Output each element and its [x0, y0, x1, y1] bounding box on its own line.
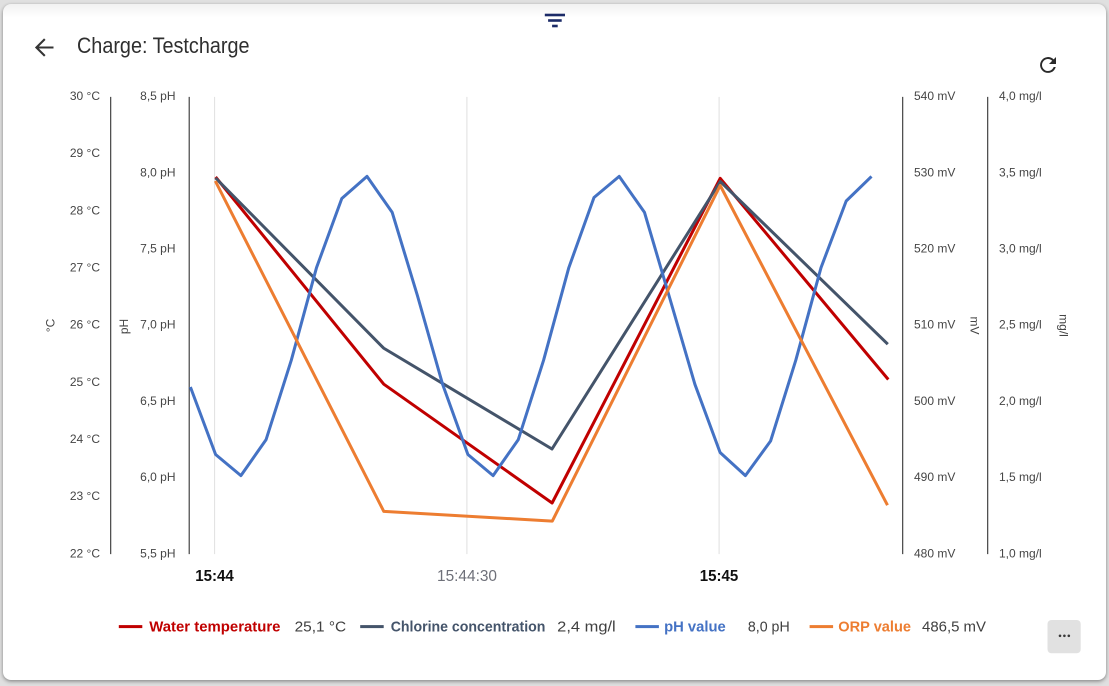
svg-text:8,5 pH: 8,5 pH — [140, 89, 175, 103]
svg-text:1,0 mg/l: 1,0 mg/l — [999, 546, 1042, 560]
svg-text:6,0 pH: 6,0 pH — [140, 470, 175, 484]
svg-text:2,0 mg/l: 2,0 mg/l — [999, 394, 1042, 408]
svg-text:mg/l: mg/l — [1057, 314, 1071, 337]
svg-text:Charge: Testcharge: Charge: Testcharge — [77, 33, 250, 58]
svg-text:1,5 mg/l: 1,5 mg/l — [999, 470, 1042, 484]
svg-text:490 mV: 490 mV — [914, 470, 955, 484]
svg-text:ORP value: ORP value — [838, 619, 911, 636]
svg-text:3,0 mg/l: 3,0 mg/l — [999, 242, 1042, 256]
svg-text:30 °C: 30 °C — [70, 89, 100, 103]
svg-text:540 mV: 540 mV — [914, 89, 955, 103]
svg-text:15:45: 15:45 — [700, 568, 739, 585]
svg-text:15:44:30: 15:44:30 — [437, 568, 497, 585]
svg-text:8,0 pH: 8,0 pH — [140, 165, 175, 179]
svg-text:2,4 mg/l: 2,4 mg/l — [557, 619, 616, 636]
svg-text:5,5 pH: 5,5 pH — [140, 546, 175, 560]
svg-text:6,5 pH: 6,5 pH — [140, 394, 175, 408]
svg-text:26 °C: 26 °C — [70, 318, 100, 332]
svg-text:7,5 pH: 7,5 pH — [140, 242, 175, 256]
svg-text:15:44: 15:44 — [195, 568, 234, 585]
svg-text:23 °C: 23 °C — [70, 489, 100, 503]
svg-text:pH: pH — [117, 319, 131, 334]
svg-text:Water temperature: Water temperature — [149, 619, 280, 636]
svg-text:8,0 pH: 8,0 pH — [748, 619, 790, 636]
svg-text:22 °C: 22 °C — [70, 546, 100, 560]
svg-text:°C: °C — [44, 318, 58, 332]
svg-text:500 mV: 500 mV — [914, 394, 955, 408]
svg-text:530 mV: 530 mV — [914, 165, 955, 179]
svg-text:486,5 mV: 486,5 mV — [922, 619, 986, 636]
svg-text:28 °C: 28 °C — [70, 203, 100, 217]
svg-text:2,5 mg/l: 2,5 mg/l — [999, 318, 1042, 332]
svg-text:pH value: pH value — [664, 619, 726, 636]
svg-text:mV: mV — [968, 317, 982, 335]
svg-text:25 °C: 25 °C — [70, 375, 100, 389]
svg-text:3,5 mg/l: 3,5 mg/l — [999, 165, 1042, 179]
svg-text:7,0 pH: 7,0 pH — [140, 318, 175, 332]
svg-text:27 °C: 27 °C — [70, 261, 100, 275]
svg-text:25,1 °C: 25,1 °C — [295, 619, 347, 636]
svg-text:520 mV: 520 mV — [914, 242, 955, 256]
svg-text:24 °C: 24 °C — [70, 432, 100, 446]
svg-text:510 mV: 510 mV — [914, 318, 955, 332]
svg-text:480 mV: 480 mV — [914, 546, 955, 560]
svg-text:4,0 mg/l: 4,0 mg/l — [999, 89, 1042, 103]
svg-text:Chlorine concentration: Chlorine concentration — [391, 619, 546, 636]
svg-text:29 °C: 29 °C — [70, 146, 100, 160]
